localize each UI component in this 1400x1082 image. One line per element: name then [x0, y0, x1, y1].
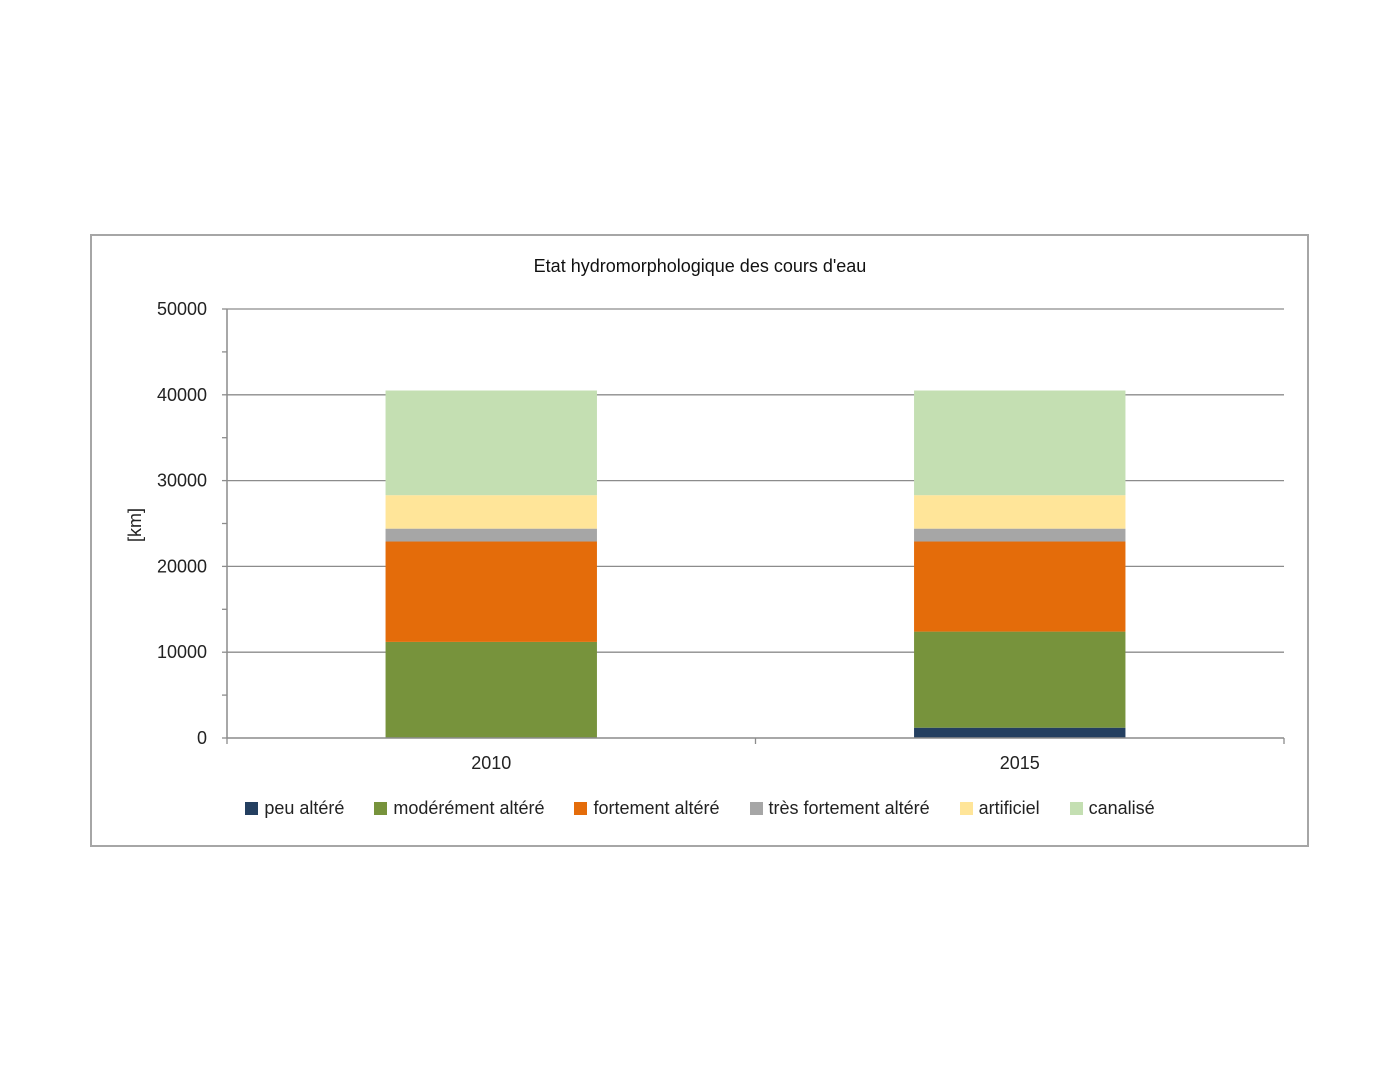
- chart-title: Etat hydromorphologique des cours d'eau: [534, 256, 867, 276]
- y-tick-label: 30000: [157, 471, 207, 491]
- legend-item: modérément altéré: [374, 798, 544, 819]
- x-tick-label: 2015: [1000, 753, 1040, 773]
- bars: [385, 390, 1126, 738]
- bar-segment: [385, 528, 597, 542]
- legend-label: très fortement altéré: [768, 798, 930, 818]
- y-tick-label: 0: [197, 728, 207, 748]
- x-tick-label: 2010: [471, 753, 511, 773]
- legend-swatch: [1069, 802, 1083, 815]
- axes: 0 10000 20000 30000 40000 50000 2010 2015: [157, 299, 1285, 773]
- y-tick-label: 20000: [157, 556, 207, 576]
- bar-segment: [385, 390, 597, 496]
- bar-segment: [385, 495, 597, 529]
- bar-segment: [385, 641, 597, 738]
- bar-segment: [914, 727, 1126, 738]
- legend-swatch: [245, 802, 259, 815]
- bar-segment: [914, 495, 1126, 529]
- legend-item: artificiel: [959, 798, 1040, 819]
- y-axis-label: [km]: [125, 508, 145, 542]
- legend-label: peu altéré: [264, 798, 345, 818]
- bar-segment: [914, 541, 1126, 632]
- legend: peu altéré modérément altéré fortement alt…: [0, 798, 1400, 819]
- bar-segment: [914, 528, 1126, 542]
- bar-segment: [914, 631, 1126, 728]
- legend-label: fortement altéré: [593, 798, 720, 818]
- legend-item: canalisé: [1069, 798, 1155, 819]
- legend-label: modérément altéré: [393, 798, 545, 818]
- legend-swatch: [749, 802, 763, 815]
- legend-swatch: [374, 802, 388, 815]
- legend-item: fortement altéré: [574, 798, 720, 819]
- legend-swatch: [574, 802, 588, 815]
- legend-label: canalisé: [1088, 798, 1155, 818]
- y-tick-label: 40000: [157, 385, 207, 405]
- legend-label: artificiel: [978, 798, 1040, 818]
- bar-segment: [914, 390, 1126, 496]
- y-tick-label: 50000: [157, 299, 207, 319]
- legend-swatch: [959, 802, 973, 815]
- legend-item: très fortement altéré: [749, 798, 930, 819]
- y-tick-label: 10000: [157, 642, 207, 662]
- legend-item: peu altéré: [245, 798, 344, 819]
- bar-segment: [385, 541, 597, 642]
